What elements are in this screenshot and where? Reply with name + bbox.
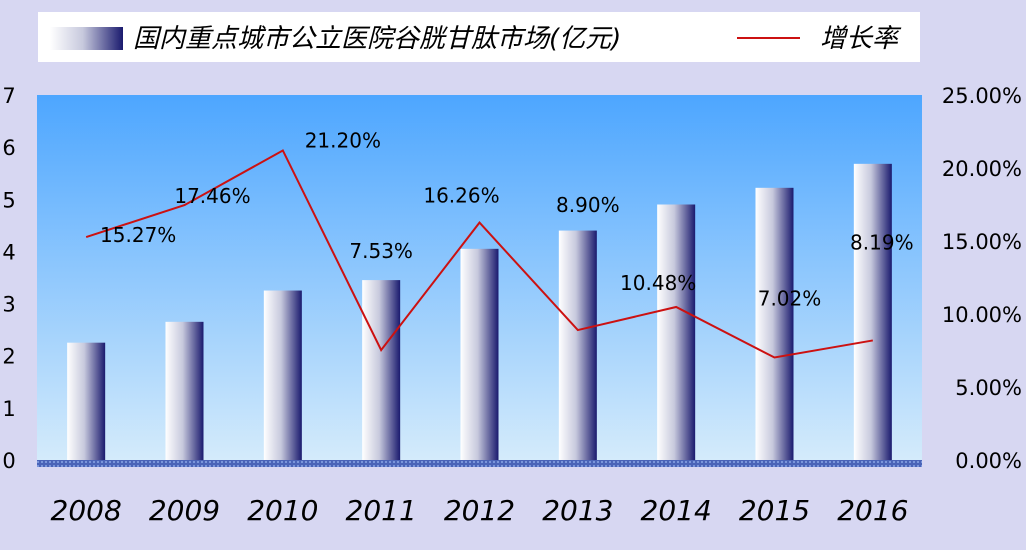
left-tick-label: 3 xyxy=(2,293,15,317)
growth-label-2015: 7.02% xyxy=(758,287,822,311)
bar-2014 xyxy=(657,204,696,460)
growth-label-2011: 7.53% xyxy=(349,239,413,263)
left-tick-label: 2 xyxy=(2,345,15,369)
x-axis: 2008 2009 2010 2011 2012 2013 2014 2015 2016 xyxy=(51,494,909,527)
bar-2010 xyxy=(263,290,302,460)
bar-2009 xyxy=(165,321,204,460)
left-tick-label: 7 xyxy=(2,84,15,108)
right-axis: 0.00% 5.00% 10.00% 15.00% 20.00% 25.00% xyxy=(942,84,1022,473)
bar-2012 xyxy=(460,248,499,460)
x-tick-label-2010: 2010 xyxy=(247,494,318,527)
bar-2013 xyxy=(558,230,597,460)
left-tick-label: 5 xyxy=(2,188,15,212)
legend-bar-label: 国内重点城市公立医院谷胱甘肽市场(亿元) xyxy=(133,24,621,54)
left-tick-label: 6 xyxy=(2,136,15,160)
x-tick-label-2008: 2008 xyxy=(51,494,122,527)
left-tick-label: 1 xyxy=(2,397,15,421)
left-axis: 0 1 2 3 4 5 6 7 xyxy=(2,84,15,473)
right-tick-label: 0.00% xyxy=(955,449,1022,473)
right-tick-label: 5.00% xyxy=(955,376,1022,400)
x-tick-label-2009: 2009 xyxy=(149,494,220,527)
x-tick-label-2016: 2016 xyxy=(837,494,908,527)
growth-label-2009: 17.46% xyxy=(174,184,250,208)
growth-line-group: 15.27% 17.46% 21.20% 7.53% 16.26% 8.90% 10.48%… xyxy=(85,128,914,359)
bar-2008 xyxy=(67,342,106,460)
growth-label-2010: 21.20% xyxy=(305,128,381,152)
right-tick-label: 25.00% xyxy=(942,84,1022,108)
legend-line-label: 增长率 xyxy=(820,24,902,54)
x-tick-label-2015: 2015 xyxy=(739,494,810,527)
growth-label-2014: 10.48% xyxy=(620,271,696,295)
x-tick-label-2013: 2013 xyxy=(542,494,613,527)
right-tick-label: 20.00% xyxy=(942,157,1022,181)
plot-floor xyxy=(37,460,922,467)
growth-label-2012: 16.26% xyxy=(423,184,499,208)
bar-2016 xyxy=(853,163,892,461)
legend-bar-swatch xyxy=(50,27,123,50)
x-tick-label-2012: 2012 xyxy=(444,494,515,527)
growth-label-2016: 8.19% xyxy=(850,230,914,254)
x-tick-label-2014: 2014 xyxy=(641,494,712,527)
left-tick-label: 0 xyxy=(2,449,15,473)
growth-label-2013: 8.90% xyxy=(556,193,620,217)
bars-group xyxy=(67,163,892,461)
bar-2011 xyxy=(362,280,401,460)
x-tick-label-2011: 2011 xyxy=(346,494,417,527)
left-tick-label: 4 xyxy=(2,240,15,264)
bar-2015 xyxy=(755,187,794,461)
right-tick-label: 15.00% xyxy=(942,230,1022,254)
growth-label-2008: 15.27% xyxy=(100,223,176,247)
growth-line xyxy=(85,149,874,359)
right-tick-label: 10.00% xyxy=(942,303,1022,327)
